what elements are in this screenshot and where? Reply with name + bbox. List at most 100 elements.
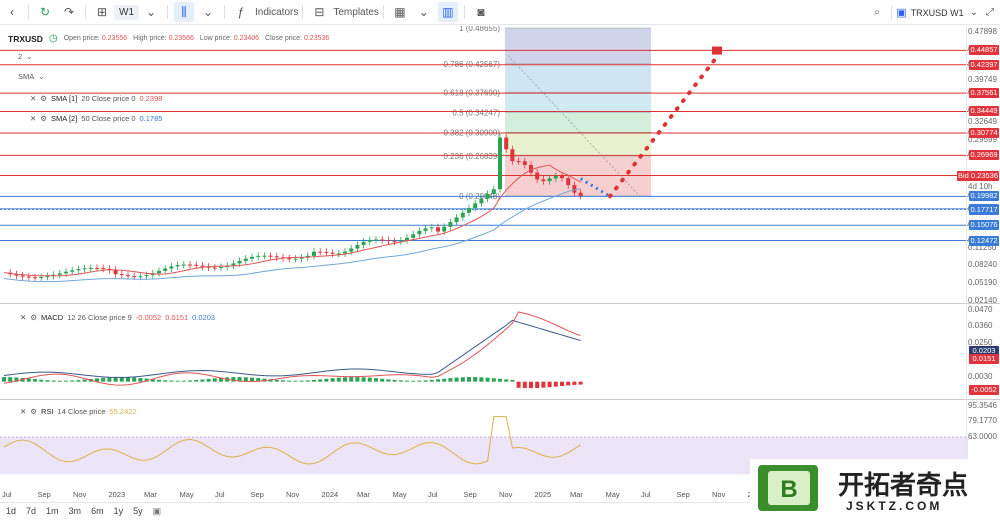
indicator-count[interactable]: 2 ⌄ <box>18 52 33 61</box>
macd-histogram <box>194 380 199 382</box>
range-5y[interactable]: 5y <box>133 506 143 516</box>
toolbar: ‹ ↻ ↷ ⊞ W1 ⌄ ⫼ ⌄ ƒ Indicators ⊟ Template… <box>0 0 1000 25</box>
camera-icon[interactable]: ◙ <box>477 5 485 19</box>
range-6m[interactable]: 6m <box>91 506 104 516</box>
pane-divider[interactable] <box>0 399 1000 400</box>
gear-icon[interactable]: ⚙ <box>40 94 48 103</box>
indicators-button[interactable]: Indicators <box>255 6 299 18</box>
close-icon[interactable]: ✕ <box>20 313 27 322</box>
macd-histogram <box>355 377 360 382</box>
gear-icon[interactable]: ⚙ <box>40 114 48 123</box>
candle <box>20 275 25 277</box>
gear-icon[interactable]: ⚙ <box>30 313 38 322</box>
settings-icon[interactable]: ◷ <box>48 33 58 44</box>
macd-chart[interactable] <box>0 305 968 397</box>
time-tick: Mar <box>570 490 583 499</box>
candle <box>349 248 354 252</box>
gear-icon[interactable]: ⚙ <box>30 407 38 416</box>
price-tick: 0.39749 <box>968 75 997 85</box>
price-tick: 0.47898 <box>968 27 997 37</box>
chevron-down-icon[interactable]: ⌄ <box>969 7 978 18</box>
templates-button[interactable]: Templates <box>333 6 379 18</box>
macd-histogram <box>126 377 130 382</box>
close-icon[interactable]: ✕ <box>20 407 27 416</box>
fib-label: 0.5 (0.34247) <box>452 109 500 118</box>
expand-icon[interactable]: ⤢ <box>986 7 994 18</box>
price-axis[interactable] <box>966 26 967 489</box>
calendar-icon[interactable]: ▣ <box>152 505 162 516</box>
candle <box>516 161 521 163</box>
macd-tick: -0.0052 <box>969 384 999 395</box>
macd-histogram <box>578 381 583 385</box>
bid-tag: Bid 0.23536 <box>957 170 999 181</box>
candle <box>181 264 186 266</box>
candle <box>367 239 372 242</box>
macd-histogram <box>510 379 515 382</box>
range-1d[interactable]: 1d <box>6 506 17 516</box>
price-tag: 0.44857 <box>969 45 999 56</box>
price-tick: 0.32649 <box>968 117 997 127</box>
refresh-icon[interactable]: ↻ <box>39 5 51 19</box>
macd-histogram <box>516 381 521 388</box>
pane-divider[interactable] <box>0 303 1000 304</box>
range-7d[interactable]: 7d <box>26 506 37 516</box>
macd-histogram <box>82 379 87 382</box>
chevron-down-icon[interactable]: ⌄ <box>418 5 429 19</box>
indicators-icon[interactable]: ƒ <box>237 5 245 19</box>
close-icon[interactable]: ✕ <box>30 114 37 123</box>
macd-tick: 0.0470 <box>968 304 993 314</box>
price-chart[interactable]: 1 (0.48655)0.786 (0.42567)0.618 (0.37690… <box>0 26 968 302</box>
macd-histogram <box>57 380 62 382</box>
candle <box>442 226 447 232</box>
fib-zone <box>505 92 651 113</box>
price-tag: 0.15076 <box>969 220 999 231</box>
candle <box>262 255 267 257</box>
timeframe-select[interactable]: W1 <box>114 4 139 20</box>
macd-histogram <box>336 377 341 382</box>
candle <box>126 275 130 277</box>
price-tick: 0.08240 <box>968 260 997 270</box>
redo-icon[interactable]: ↷ <box>63 5 75 19</box>
add-icon[interactable]: ⊞ <box>96 5 108 19</box>
collapse-icon[interactable]: ‹ <box>10 5 14 19</box>
macd-histogram <box>262 378 267 382</box>
candle <box>498 137 502 190</box>
sma1-legend: ✕ ⚙ SMA [1] 20 Close price 0 0.2398 <box>30 94 162 103</box>
range-1m[interactable]: 1m <box>46 506 59 516</box>
candles-icon[interactable]: ⫼ <box>174 2 194 22</box>
range-1y[interactable]: 1y <box>113 506 124 516</box>
candle <box>436 227 440 232</box>
candle <box>57 273 62 275</box>
macd-histogram <box>45 380 50 382</box>
fib-zone <box>505 132 651 157</box>
sma-group[interactable]: SMA ⌄ <box>18 72 45 81</box>
candle <box>460 212 465 218</box>
time-tick: May <box>605 490 620 499</box>
macd-histogram <box>367 377 372 382</box>
sma1-line <box>3 164 581 277</box>
candle <box>256 255 261 257</box>
search-icon[interactable]: ⌕ <box>874 7 880 18</box>
toolbar-right: ⌕ ▣ TRXUSD W1 ⌄ ⤢ <box>867 0 1000 25</box>
rsi-tick: 63.0000 <box>968 432 997 442</box>
time-tick: Nov <box>712 490 726 499</box>
time-tick: Jul <box>2 490 12 499</box>
close-icon[interactable]: ✕ <box>30 94 37 103</box>
candle <box>287 258 292 260</box>
chevron-down-icon[interactable]: ⌄ <box>145 5 157 19</box>
range-3m[interactable]: 3m <box>68 506 82 516</box>
price-tick: 0.05190 <box>968 278 997 288</box>
candle <box>423 228 428 231</box>
sma1-value: 0.2398 <box>139 94 163 103</box>
macd-histogram <box>181 380 186 382</box>
candle <box>448 222 453 227</box>
bar-chart-icon[interactable]: ▥ <box>437 2 458 22</box>
candle <box>26 276 31 278</box>
macd-histogram <box>349 377 354 382</box>
layout-icon[interactable]: ▦ <box>394 5 406 19</box>
templates-icon[interactable]: ⊟ <box>314 5 325 19</box>
chevron-down-icon[interactable]: ⌄ <box>202 5 214 19</box>
price-tag: 0.37561 <box>969 88 999 99</box>
time-tick: Sep <box>250 490 264 499</box>
symbol-select[interactable]: TRXUSD W1 <box>910 7 964 18</box>
